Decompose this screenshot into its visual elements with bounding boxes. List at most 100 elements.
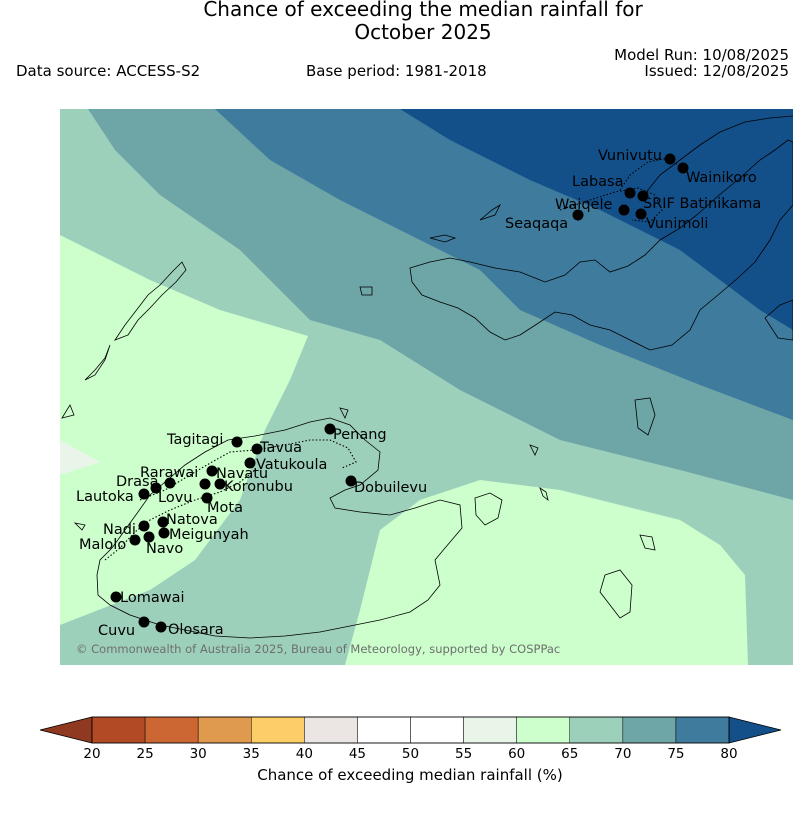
- island-ovalau: [474, 492, 503, 526]
- station-tavua: Tavua: [251, 440, 302, 456]
- station-marker: [138, 616, 150, 628]
- station-marker: [150, 482, 162, 494]
- island-small-5: [429, 234, 457, 243]
- station-waiqele: Waiqele: [555, 197, 630, 216]
- station-marker: [143, 531, 155, 543]
- colorbar-bin: [251, 716, 305, 744]
- colorbar-title: Chance of exceeding median rainfall (%): [257, 766, 563, 784]
- island-gau: [599, 569, 633, 619]
- colorbar-bin: [569, 716, 624, 744]
- copyright-notice: © Commonwealth of Australia 2025, Bureau…: [76, 642, 560, 656]
- station-label: Natova: [166, 512, 218, 528]
- station-nadi: Nadi: [103, 520, 150, 538]
- colorbar: 20 25 30 35 40 45 50 55 60 65 70 75 80: [39, 716, 782, 762]
- station-vunivutu: Vunivutu: [598, 148, 676, 165]
- station-label: Navo: [146, 541, 183, 557]
- station-marker: [324, 423, 336, 435]
- station-mota: Mota: [201, 492, 243, 516]
- colorbar-bin: [410, 716, 464, 744]
- colorbar-bin: [304, 716, 358, 744]
- colorbar-bin: [144, 716, 199, 744]
- district-border-3: [559, 187, 663, 223]
- station-marker: [618, 204, 630, 216]
- station-marker: [637, 190, 649, 202]
- station-vunimoli: Vunimoli: [635, 208, 708, 232]
- taveuni-coast: [764, 299, 793, 341]
- colorbar-tick-label: 45: [349, 746, 366, 762]
- colorbar-bin: [675, 716, 730, 744]
- colorbar-bin: [357, 716, 411, 744]
- colorbar-tick-label: 65: [561, 746, 578, 762]
- colorbar-tick-label: 30: [190, 746, 207, 762]
- colorbar-tick-label: 40: [296, 746, 313, 762]
- station-rarawai: Rarawai: [140, 465, 218, 481]
- colorbar-tick-label: 20: [83, 746, 100, 762]
- contour-60-65-west: [60, 235, 308, 625]
- station-label: Penang: [333, 427, 387, 443]
- station-label: Nadi: [103, 522, 136, 538]
- station-label: Tavua: [259, 440, 302, 456]
- island-small-2: [61, 404, 75, 419]
- station-label: Seaqaqa: [505, 216, 568, 232]
- station-label: Koronubu: [224, 479, 293, 495]
- station-marker: [199, 478, 211, 490]
- station-srif-batinikama: SRIF Batinikama: [637, 190, 761, 212]
- station-navo: Navo: [143, 531, 183, 557]
- base-period-label: Base period: 1981-2018: [306, 62, 487, 80]
- data-source-label: Data source: ACCESS-S2: [16, 62, 201, 80]
- station-marker: [155, 621, 167, 633]
- station-marker: [677, 162, 689, 174]
- colorbar-tick-label: 60: [508, 746, 525, 762]
- station-label: Vatukoula: [256, 457, 327, 473]
- station-labasa: Labasa: [572, 174, 636, 199]
- station-tagitagi: Tagitagi: [166, 432, 243, 448]
- station-marker: [231, 436, 243, 448]
- colorbar-tick-label: 70: [614, 746, 631, 762]
- station-marker: [345, 475, 357, 487]
- island-small-1: [539, 486, 549, 502]
- station-lomawai: Lomawai: [110, 590, 184, 606]
- station-label: Rarawai: [140, 465, 198, 481]
- vanua-levu-north-coast: [639, 115, 793, 201]
- station-label: Cuvu: [98, 623, 135, 639]
- colorbar-bin: [622, 716, 677, 744]
- station-navatu: Navatu: [214, 466, 268, 490]
- station-label: SRIF Batinikama: [643, 196, 761, 212]
- colorbar-bin: [516, 716, 571, 744]
- colorbar-tick-label: 25: [136, 746, 153, 762]
- station-wainikoro: Wainikoro: [677, 162, 757, 186]
- station-label: Vunimoli: [646, 216, 708, 232]
- colorbar-outline: [91, 716, 730, 744]
- station-marker: [158, 527, 170, 539]
- station-label: Vunivutu: [598, 148, 662, 164]
- station-marker: [201, 492, 213, 504]
- station-label: Waiqele: [555, 197, 612, 213]
- model-run-label: Model Run: 10/08/2025: [614, 46, 789, 64]
- colorbar-tick-label: 55: [455, 746, 472, 762]
- station-label: Drasa: [116, 474, 158, 490]
- station-marker: [664, 153, 676, 165]
- station-cuvu: Cuvu: [98, 616, 150, 639]
- station-marker: [157, 516, 169, 528]
- yasawa-islands-north: [113, 261, 187, 341]
- station-label: Labasa: [572, 174, 624, 190]
- colorbar-tick-label: 50: [402, 746, 419, 762]
- station-vatukoula: Vatukoula: [244, 457, 327, 473]
- station-layer: Vunivutu Wainikoro Labasa Waiqele SRIF Batin…: [76, 148, 761, 639]
- station-marker: [110, 591, 122, 603]
- contour-60-65-south: [345, 480, 748, 665]
- station-meigunyah: Meigunyah: [158, 527, 249, 543]
- colorbar-tick-label: 80: [720, 746, 737, 762]
- colorbar-underflow-arrow: [39, 716, 93, 744]
- station-marker: [624, 187, 636, 199]
- colorbar-bin: [197, 716, 252, 744]
- station-marker: [138, 488, 150, 500]
- viti-levu-coast: [96, 417, 463, 639]
- station-marker: [138, 520, 150, 532]
- colorbar-overflow-arrow: [728, 716, 782, 744]
- island-small-6: [529, 444, 539, 456]
- issued-label: Issued: 12/08/2025: [644, 62, 789, 80]
- island-koro: [634, 397, 656, 436]
- station-marker: [572, 209, 584, 221]
- station-label: Navatu: [216, 466, 268, 482]
